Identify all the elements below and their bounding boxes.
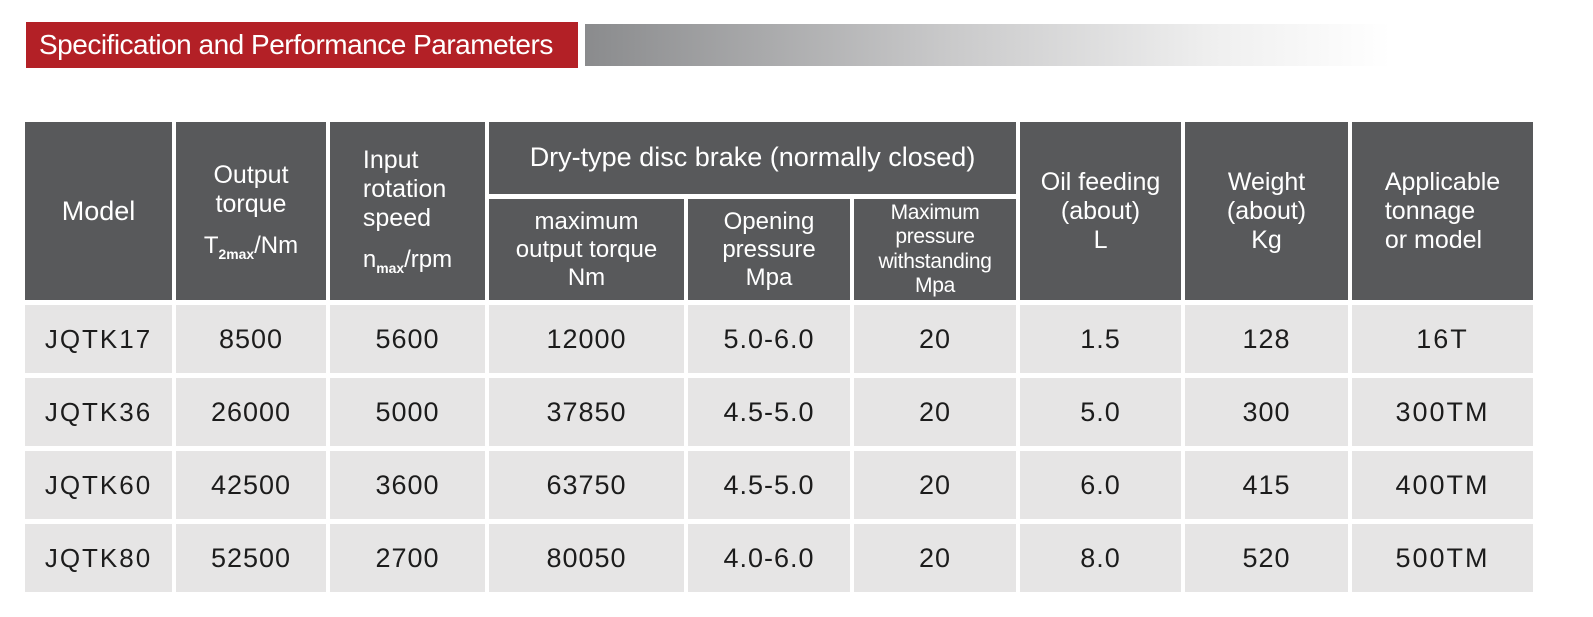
cell-max-pressure: 20 xyxy=(854,524,1017,593)
cell-model: JQTK17 xyxy=(25,305,172,374)
col-header-brake-opening-pressure: Opening pressure Mpa xyxy=(688,199,850,301)
col-header-brake-max-pressure: Maximum pressure withstanding Mpa xyxy=(854,199,1017,301)
col-header-brake-max-torque: maximum output torque Nm xyxy=(489,199,684,301)
cell-output-torque: 26000 xyxy=(176,378,326,447)
cell-max-pressure: 20 xyxy=(854,305,1017,374)
output-torque-label: Output torque xyxy=(213,160,289,218)
col-header-model: Model xyxy=(25,122,172,301)
cell-input-speed: 3600 xyxy=(330,451,485,520)
cell-model: JQTK80 xyxy=(25,524,172,593)
cell-opening-pressure: 4.5-5.0 xyxy=(688,451,850,520)
table-row-jqtk36: JQTK36 26000 5000 37850 4.5-5.0 20 5.0 3… xyxy=(25,378,1534,447)
cell-output-torque: 52500 xyxy=(176,524,326,593)
col-header-input-speed: Input rotation speed nmax/rpm xyxy=(330,122,485,301)
cell-weight: 415 xyxy=(1185,451,1349,520)
cell-input-speed: 5600 xyxy=(330,305,485,374)
cell-output-torque: 8500 xyxy=(176,305,326,374)
cell-tonnage: 16T xyxy=(1352,305,1534,374)
cell-brake-max-torque: 12000 xyxy=(489,305,684,374)
col-header-weight: Weight (about) Kg xyxy=(1185,122,1349,301)
page-title: Specification and Performance Parameters xyxy=(26,22,578,68)
cell-opening-pressure: 5.0-6.0 xyxy=(688,305,850,374)
cell-model: JQTK60 xyxy=(25,451,172,520)
page-title-text: Specification and Performance Parameters xyxy=(39,29,553,60)
cell-oil: 1.5 xyxy=(1020,305,1182,374)
col-header-output-torque: Output torque T2max/Nm xyxy=(176,122,326,301)
table-row-jqtk80: JQTK80 52500 2700 80050 4.0-6.0 20 8.0 5… xyxy=(25,524,1534,593)
cell-opening-pressure: 4.5-5.0 xyxy=(688,378,850,447)
cell-weight: 300 xyxy=(1185,378,1349,447)
cell-oil: 8.0 xyxy=(1020,524,1182,593)
title-gradient-bar xyxy=(585,24,1391,66)
col-header-brake-group: Dry-type disc brake (normally closed) xyxy=(489,122,1017,194)
cell-output-torque: 42500 xyxy=(176,451,326,520)
cell-tonnage: 500TM xyxy=(1352,524,1534,593)
spec-table: Model Output torque T2max/Nm Input rotat… xyxy=(21,117,1537,597)
cell-weight: 520 xyxy=(1185,524,1349,593)
spec-table-container: Model Output torque T2max/Nm Input rotat… xyxy=(21,117,1537,597)
cell-input-speed: 5000 xyxy=(330,378,485,447)
cell-oil: 6.0 xyxy=(1020,451,1182,520)
col-header-applicable: Applicable tonnage or model xyxy=(1352,122,1534,301)
title-banner: Specification and Performance Parameters xyxy=(26,22,1391,68)
cell-model: JQTK36 xyxy=(25,378,172,447)
cell-brake-max-torque: 80050 xyxy=(489,524,684,593)
cell-max-pressure: 20 xyxy=(854,378,1017,447)
cell-oil: 5.0 xyxy=(1020,378,1182,447)
cell-tonnage: 400TM xyxy=(1352,451,1534,520)
cell-weight: 128 xyxy=(1185,305,1349,374)
cell-tonnage: 300TM xyxy=(1352,378,1534,447)
table-row-jqtk60: JQTK60 42500 3600 63750 4.5-5.0 20 6.0 4… xyxy=(25,451,1534,520)
input-speed-unit: nmax/rpm xyxy=(362,246,453,277)
cell-brake-max-torque: 37850 xyxy=(489,378,684,447)
cell-opening-pressure: 4.0-6.0 xyxy=(688,524,850,593)
output-torque-unit: T2max/Nm xyxy=(203,231,299,262)
table-row-jqtk17: JQTK17 8500 5600 12000 5.0-6.0 20 1.5 12… xyxy=(25,305,1534,374)
cell-brake-max-torque: 63750 xyxy=(489,451,684,520)
cell-max-pressure: 20 xyxy=(854,451,1017,520)
cell-input-speed: 2700 xyxy=(330,524,485,593)
input-speed-label: Input rotation speed xyxy=(362,146,447,233)
col-header-oil-feeding: Oil feeding (about) L xyxy=(1020,122,1182,301)
